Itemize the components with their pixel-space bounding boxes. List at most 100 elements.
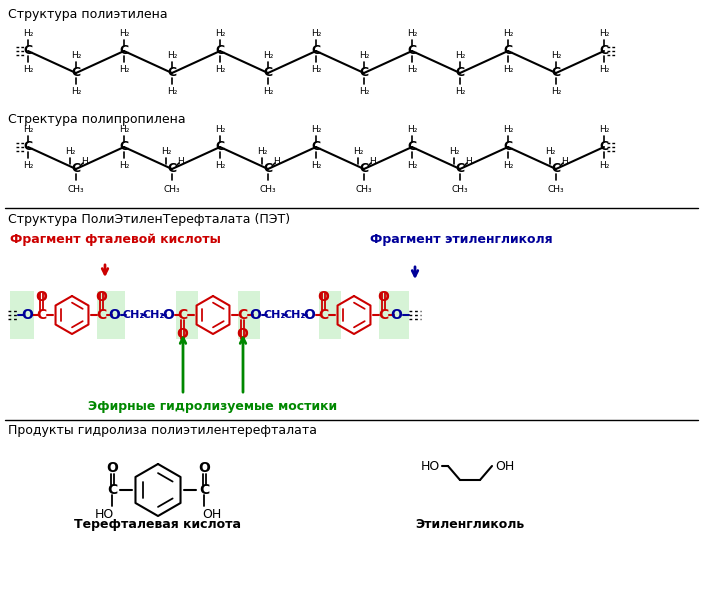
Text: H₂: H₂ — [503, 28, 513, 37]
Text: C: C — [36, 308, 46, 322]
Text: H₂: H₂ — [22, 161, 33, 170]
Text: C: C — [177, 308, 187, 322]
Text: C: C — [600, 140, 609, 154]
Text: C: C — [215, 45, 224, 58]
Text: CH₃: CH₃ — [164, 185, 180, 194]
Text: H₂: H₂ — [71, 51, 81, 60]
Text: H₂: H₂ — [119, 28, 129, 37]
Text: H₂: H₂ — [599, 161, 610, 170]
Text: C: C — [551, 66, 560, 79]
Text: C: C — [359, 66, 368, 79]
Text: H₂: H₂ — [257, 146, 267, 155]
Text: C: C — [120, 45, 129, 58]
Text: Фрагмент этиленгликоля: Фрагмент этиленгликоля — [370, 233, 553, 246]
Text: H₂: H₂ — [551, 51, 561, 60]
Text: H₂: H₂ — [119, 161, 129, 170]
Text: H₂: H₂ — [503, 161, 513, 170]
Text: CH₃: CH₃ — [67, 185, 84, 194]
Text: H₂: H₂ — [167, 87, 177, 96]
Text: H₂: H₂ — [407, 28, 417, 37]
Text: H₂: H₂ — [22, 28, 33, 37]
Text: O: O — [21, 308, 33, 322]
Text: H₂: H₂ — [545, 146, 555, 155]
Text: O: O — [390, 308, 402, 322]
Bar — [379, 291, 409, 339]
Text: C: C — [237, 308, 247, 322]
Text: H₂: H₂ — [407, 125, 417, 134]
Text: C: C — [167, 163, 176, 176]
Text: O: O — [35, 290, 47, 304]
Text: H₂: H₂ — [311, 64, 321, 73]
Text: H₂: H₂ — [22, 125, 33, 134]
Text: H₂: H₂ — [167, 51, 177, 60]
Text: H₂: H₂ — [407, 64, 417, 73]
Text: H₂: H₂ — [311, 28, 321, 37]
Text: O: O — [377, 290, 389, 304]
Text: CH₂: CH₂ — [284, 310, 306, 320]
Text: Продукты гидролиза полиэтилентерефталата: Продукты гидролиза полиэтилентерефталата — [8, 424, 317, 437]
Text: H₂: H₂ — [119, 64, 129, 73]
Text: C: C — [72, 163, 81, 176]
Text: H₂: H₂ — [455, 87, 465, 96]
Text: H₂: H₂ — [215, 28, 225, 37]
Text: C: C — [107, 483, 117, 497]
Text: C: C — [167, 66, 176, 79]
Text: O: O — [176, 327, 188, 341]
Text: Терефталевая кислота: Терефталевая кислота — [75, 518, 242, 531]
Bar — [97, 291, 125, 339]
Text: H₂: H₂ — [359, 87, 369, 96]
Text: H: H — [562, 157, 568, 166]
Text: Структура ПолиЭтиленТерефталата (ПЭТ): Структура ПолиЭтиленТерефталата (ПЭТ) — [8, 213, 290, 226]
Text: H₂: H₂ — [161, 146, 172, 155]
Text: HO: HO — [420, 459, 439, 473]
Text: H: H — [82, 157, 89, 166]
Text: C: C — [72, 66, 81, 79]
Text: O: O — [162, 308, 174, 322]
Text: O: O — [303, 308, 315, 322]
Text: H₂: H₂ — [119, 125, 129, 134]
Text: H₂: H₂ — [599, 125, 610, 134]
Text: C: C — [503, 45, 512, 58]
Text: C: C — [600, 45, 609, 58]
Text: CH₃: CH₃ — [548, 185, 565, 194]
Text: Эфирные гидролизуемые мостики: Эфирные гидролизуемые мостики — [89, 400, 337, 413]
Text: H₂: H₂ — [263, 87, 273, 96]
Text: Фрагмент фталевой кислоты: Фрагмент фталевой кислоты — [10, 233, 221, 246]
Text: H₂: H₂ — [551, 87, 561, 96]
Text: C: C — [408, 45, 417, 58]
Text: C: C — [96, 308, 106, 322]
Text: H: H — [273, 157, 280, 166]
Text: Структура полиэтилена: Структура полиэтилена — [8, 8, 167, 21]
Text: C: C — [318, 308, 328, 322]
Text: H₂: H₂ — [215, 64, 225, 73]
Text: H₂: H₂ — [599, 28, 610, 37]
Text: C: C — [456, 163, 465, 176]
Text: C: C — [215, 140, 224, 154]
Text: OH: OH — [202, 507, 221, 521]
Text: Стректура полипропилена: Стректура полипропилена — [8, 113, 186, 126]
Text: CH₃: CH₃ — [259, 185, 276, 194]
Text: CH₃: CH₃ — [452, 185, 468, 194]
Text: C: C — [311, 45, 321, 58]
Text: C: C — [378, 308, 388, 322]
Text: CH₃: CH₃ — [356, 185, 373, 194]
Text: OH: OH — [496, 459, 515, 473]
Text: C: C — [199, 483, 209, 497]
Text: H₂: H₂ — [407, 161, 417, 170]
Text: C: C — [456, 66, 465, 79]
Text: H₂: H₂ — [311, 125, 321, 134]
Bar — [238, 291, 260, 339]
Text: CH₂: CH₂ — [264, 310, 286, 320]
Text: H₂: H₂ — [449, 146, 459, 155]
Text: H₂: H₂ — [215, 161, 225, 170]
Text: H₂: H₂ — [503, 64, 513, 73]
Text: H₂: H₂ — [359, 51, 369, 60]
Text: H₂: H₂ — [71, 87, 81, 96]
Text: H₂: H₂ — [215, 125, 225, 134]
Text: C: C — [551, 163, 560, 176]
Text: O: O — [106, 461, 118, 475]
Text: C: C — [120, 140, 129, 154]
Bar — [176, 291, 198, 339]
Text: C: C — [264, 163, 273, 176]
Bar — [319, 291, 341, 339]
